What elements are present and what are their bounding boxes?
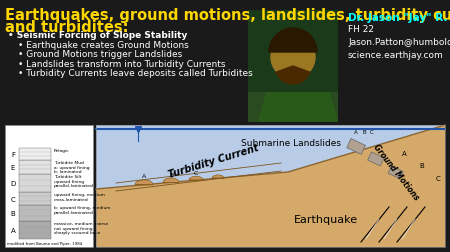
- Polygon shape: [189, 177, 203, 180]
- Text: A: A: [401, 150, 406, 156]
- Text: • Seismic Forcing of Slope Stability: • Seismic Forcing of Slope Stability: [8, 31, 187, 40]
- Text: and turbidites:: and turbidites:: [5, 20, 129, 35]
- Polygon shape: [258, 93, 338, 122]
- Text: • Turbidity Currents leave deposits called Turbidites: • Turbidity Currents leave deposits call…: [18, 69, 253, 78]
- Text: Submarine Landslides: Submarine Landslides: [241, 138, 341, 147]
- Text: F: F: [11, 151, 15, 158]
- Text: B: B: [419, 162, 424, 168]
- Polygon shape: [212, 175, 224, 178]
- Text: Turbidite Mud
a: upward fining
b: laminated: Turbidite Mud a: upward fining b: lamina…: [54, 160, 90, 174]
- Wedge shape: [276, 67, 310, 85]
- Bar: [19, 160, 51, 174]
- Text: D: D: [10, 180, 16, 186]
- Bar: [96, 125, 445, 247]
- Polygon shape: [347, 139, 365, 155]
- Text: A: A: [142, 174, 146, 179]
- Text: modified from Bouma and Piper, 1984: modified from Bouma and Piper, 1984: [7, 241, 82, 245]
- Text: C: C: [436, 175, 441, 181]
- Bar: [19, 221, 51, 239]
- Text: Turbidite Silt
upward fining
parallel-laminated: Turbidite Silt upward fining parallel-la…: [54, 174, 94, 187]
- Text: B: B: [362, 130, 366, 135]
- Text: Earthquakes, ground motions, landslides, turbidity currents,: Earthquakes, ground motions, landslides,…: [5, 8, 450, 23]
- Bar: [96, 125, 445, 247]
- Text: B: B: [169, 172, 173, 177]
- Text: A: A: [11, 227, 15, 233]
- Text: Dr. Jason "Jay" R. Patton: Dr. Jason "Jay" R. Patton: [348, 13, 450, 23]
- Polygon shape: [368, 152, 384, 166]
- Text: B: B: [11, 210, 15, 216]
- Text: C: C: [11, 196, 15, 202]
- Text: Ground Motions: Ground Motions: [371, 142, 421, 201]
- Text: upward fining, medium
cross-laminated: upward fining, medium cross-laminated: [54, 192, 105, 201]
- Text: Earthquake: Earthquake: [294, 214, 358, 224]
- Text: Turbidity Current: Turbidity Current: [167, 142, 261, 179]
- Bar: [19, 205, 51, 221]
- Circle shape: [271, 36, 315, 80]
- Text: Pelagic: Pelagic: [54, 148, 70, 152]
- Text: • Landslides transform into Turbidity Currents: • Landslides transform into Turbidity Cu…: [18, 59, 225, 68]
- Bar: [19, 174, 51, 192]
- Polygon shape: [135, 180, 153, 185]
- Bar: [19, 192, 51, 205]
- Text: • Earthquake creates Ground Motions: • Earthquake creates Ground Motions: [18, 40, 189, 49]
- Text: C: C: [370, 130, 374, 135]
- Text: FH 22
Jason.Patton@humboldt.edu
science.earthjay.com: FH 22 Jason.Patton@humboldt.edu science.…: [348, 25, 450, 60]
- Polygon shape: [96, 125, 445, 247]
- Polygon shape: [388, 166, 403, 179]
- Bar: [5, 125, 93, 247]
- Bar: [19, 148, 51, 160]
- Text: A: A: [354, 130, 358, 135]
- Text: • Ground Motions trigger Landslides: • Ground Motions trigger Landslides: [18, 50, 182, 59]
- Text: b: upward fining, medium
parallel-laminated: b: upward fining, medium parallel-lamina…: [54, 205, 110, 214]
- Text: C: C: [194, 171, 198, 176]
- Text: E: E: [11, 164, 15, 170]
- Polygon shape: [163, 178, 179, 183]
- Bar: [248, 11, 338, 122]
- Bar: [248, 11, 338, 93]
- Text: massive, medium coarse
not upward fining
sharply scoured base: massive, medium coarse not upward fining…: [54, 221, 108, 234]
- Wedge shape: [269, 29, 317, 53]
